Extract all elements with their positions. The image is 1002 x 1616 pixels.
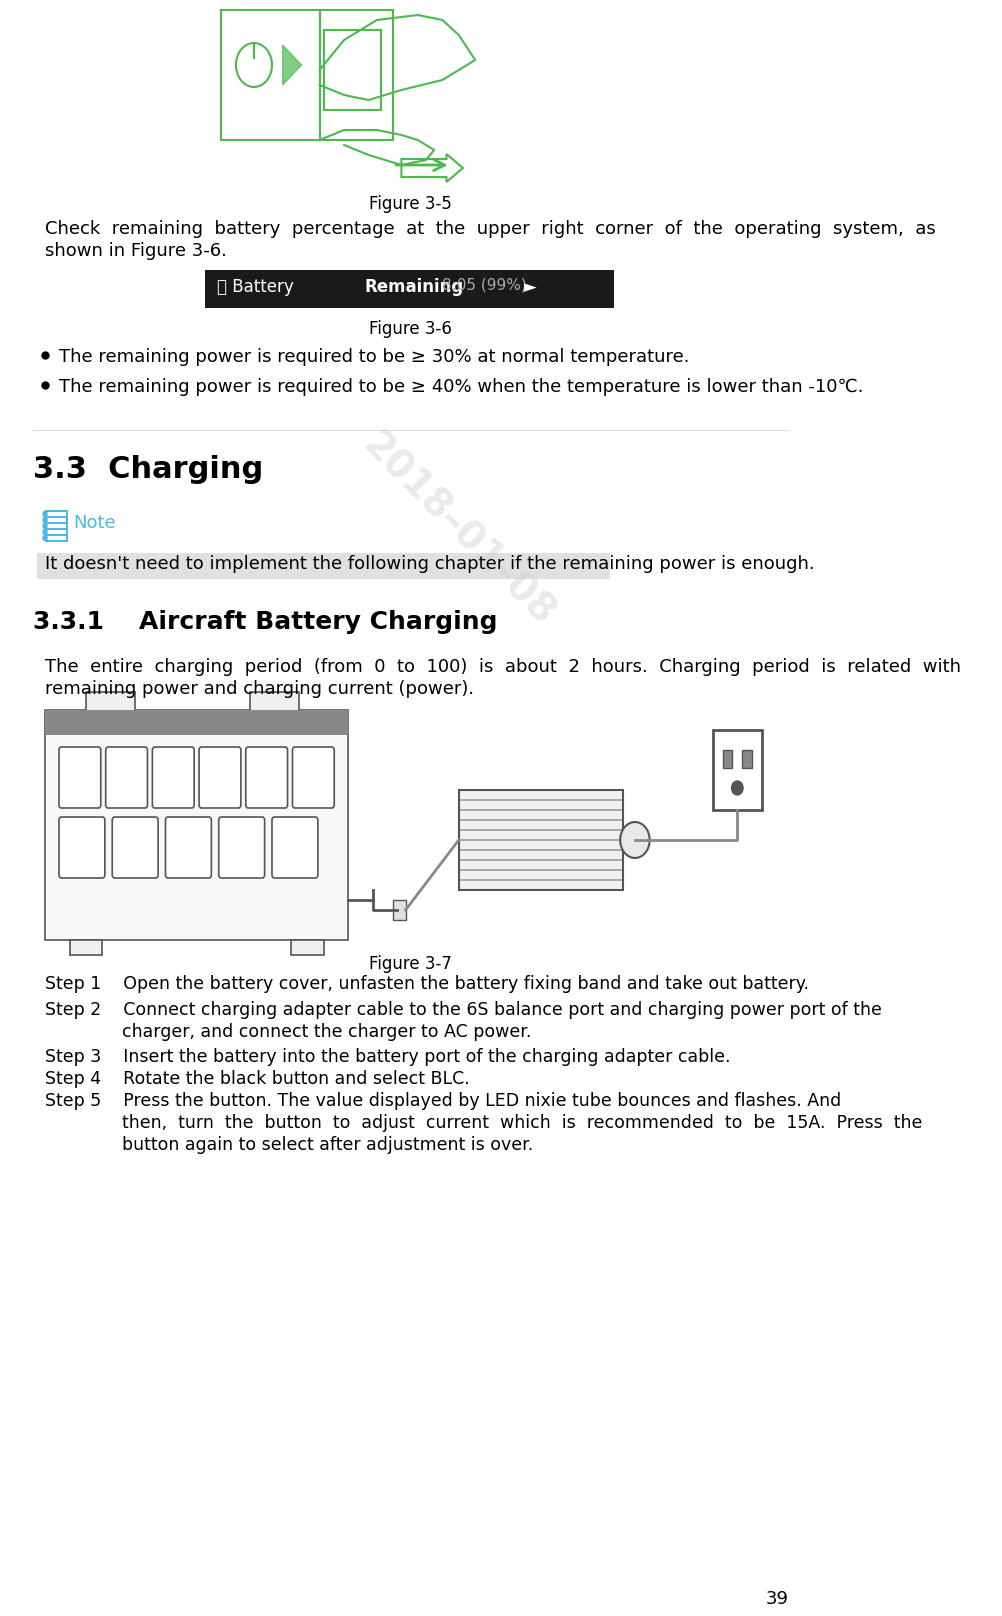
Text: Step 2    Connect charging adapter cable to the 6S balance port and charging pow: Step 2 Connect charging adapter cable to…: [45, 1002, 881, 1020]
Bar: [721, 750, 731, 768]
Bar: [458, 850, 622, 860]
Text: shown in Figure 3-6.: shown in Figure 3-6.: [45, 242, 226, 260]
Text: 3.3  Charging: 3.3 Charging: [33, 456, 263, 485]
Bar: [249, 692, 299, 713]
FancyBboxPatch shape: [198, 747, 240, 808]
Text: The remaining power is required to be ≥ 40% when the temperature is lower than -: The remaining power is required to be ≥ …: [59, 378, 863, 396]
Text: Figure 3-6: Figure 3-6: [369, 320, 452, 338]
Bar: [204, 270, 614, 309]
Bar: [458, 790, 622, 890]
Bar: [47, 512, 66, 516]
Bar: [458, 800, 622, 810]
Text: It doesn't need to implement the following chapter if the remaining power is eno: It doesn't need to implement the followi…: [45, 554, 814, 574]
Text: The remaining power is required to be ≥ 30% at normal temperature.: The remaining power is required to be ≥ …: [59, 347, 688, 365]
Text: The  entire  charging  period  (from  0  to  100)  is  about  2  hours.  Chargin: The entire charging period (from 0 to 10…: [45, 658, 960, 675]
Circle shape: [43, 530, 47, 535]
FancyBboxPatch shape: [272, 818, 318, 877]
Circle shape: [43, 535, 47, 540]
Bar: [47, 519, 66, 522]
Bar: [458, 819, 622, 829]
Text: charger, and connect the charger to AC power.: charger, and connect the charger to AC p…: [45, 1023, 531, 1041]
FancyBboxPatch shape: [112, 818, 158, 877]
Text: Remaining: Remaining: [364, 278, 463, 296]
Bar: [324, 31, 381, 110]
FancyBboxPatch shape: [152, 747, 194, 808]
Bar: [393, 900, 405, 920]
Text: 8:05 (99%): 8:05 (99%): [442, 278, 527, 292]
FancyBboxPatch shape: [59, 818, 105, 877]
Text: Check  remaining  battery  percentage  at  the  upper  right  corner  of  the  o: Check remaining battery percentage at th…: [45, 220, 935, 238]
Bar: [69, 941, 102, 955]
Text: Figure 3-5: Figure 3-5: [369, 196, 452, 213]
Circle shape: [43, 512, 47, 517]
Circle shape: [43, 524, 47, 528]
Text: remaining power and charging current (power).: remaining power and charging current (po…: [45, 680, 474, 698]
Polygon shape: [283, 45, 302, 86]
Text: button again to select after adjustment is over.: button again to select after adjustment …: [45, 1136, 533, 1154]
Text: then,  turn  the  button  to  adjust  current  which  is  recommended  to  be  1: then, turn the button to adjust current …: [45, 1113, 922, 1131]
Bar: [741, 750, 752, 768]
Text: 2018–01–08: 2018–01–08: [355, 427, 562, 633]
Text: 39: 39: [766, 1590, 789, 1608]
Bar: [458, 810, 622, 819]
Bar: [86, 692, 135, 713]
Text: ►: ►: [524, 278, 536, 296]
Text: 3.3.1    Aircraft Battery Charging: 3.3.1 Aircraft Battery Charging: [33, 609, 497, 633]
Bar: [458, 881, 622, 889]
Bar: [45, 709, 348, 941]
Circle shape: [619, 823, 649, 858]
Bar: [458, 790, 622, 798]
Text: Step 4    Rotate the black button and select BLC.: Step 4 Rotate the black button and selec…: [45, 1070, 469, 1088]
Bar: [47, 530, 66, 533]
Bar: [45, 511, 68, 541]
Bar: [291, 941, 324, 955]
FancyBboxPatch shape: [245, 747, 288, 808]
Text: 🔋 Battery: 🔋 Battery: [216, 278, 294, 296]
Bar: [47, 524, 66, 528]
FancyBboxPatch shape: [165, 818, 211, 877]
Bar: [458, 860, 622, 869]
Bar: [37, 553, 610, 579]
Bar: [47, 537, 66, 540]
Text: Step 5    Press the button. The value displayed by LED nixie tube bounces and fl: Step 5 Press the button. The value displ…: [45, 1091, 841, 1110]
FancyBboxPatch shape: [293, 747, 334, 808]
Bar: [221, 10, 393, 141]
Text: Step 3    Insert the battery into the battery port of the charging adapter cable: Step 3 Insert the battery into the batte…: [45, 1047, 729, 1065]
FancyBboxPatch shape: [218, 818, 265, 877]
Text: Step 1    Open the battery cover, unfasten the battery fixing band and take out : Step 1 Open the battery cover, unfasten …: [45, 974, 809, 992]
Circle shape: [43, 517, 47, 522]
Bar: [712, 730, 762, 810]
Bar: [458, 840, 622, 848]
Text: Note: Note: [74, 514, 116, 532]
Bar: [458, 869, 622, 879]
Text: Figure 3-7: Figure 3-7: [369, 955, 452, 973]
Bar: [458, 831, 622, 839]
FancyBboxPatch shape: [105, 747, 147, 808]
Bar: [45, 709, 348, 735]
Circle shape: [730, 781, 742, 795]
FancyBboxPatch shape: [59, 747, 100, 808]
